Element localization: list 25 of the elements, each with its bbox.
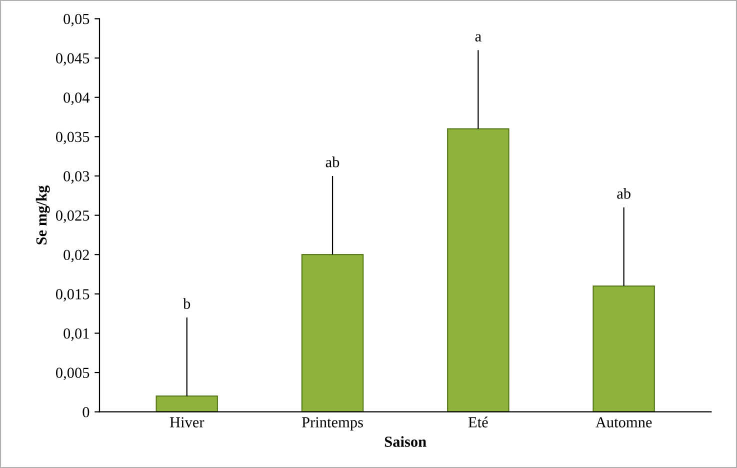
- annotation: ab: [326, 156, 340, 168]
- bar: [592, 285, 655, 412]
- bar: [301, 254, 364, 412]
- x-tick-label: Printemps: [302, 417, 363, 431]
- y-tick-label: 0,01: [64, 328, 89, 341]
- y-tick-label: 0,03: [64, 171, 90, 184]
- x-axis-title: Saison: [384, 436, 426, 447]
- y-tick-label: 0,005: [56, 368, 90, 380]
- y-tick-label: 0,05: [64, 14, 90, 26]
- y-tick-label: 0: [82, 406, 90, 418]
- x-tick-label: Eté: [468, 416, 488, 428]
- y-axis-title: Se mg/kg: [36, 186, 50, 244]
- y-tick-label: 0,045: [56, 53, 90, 66]
- x-tick-label: Hiver: [170, 417, 204, 428]
- x-tick-label: Automne: [596, 417, 652, 428]
- annotation: ab: [617, 188, 630, 199]
- y-tick-label: 0,02: [64, 250, 89, 262]
- y-tick-label: 0,04: [64, 92, 90, 105]
- annotation: a: [475, 34, 482, 42]
- bar: [156, 396, 218, 412]
- annotation: b: [183, 298, 190, 309]
- bar: [447, 128, 510, 412]
- y-tick-label: 0,015: [56, 289, 90, 302]
- y-tick-label: 0,025: [56, 210, 90, 223]
- y-tick-label: 0,035: [56, 132, 90, 144]
